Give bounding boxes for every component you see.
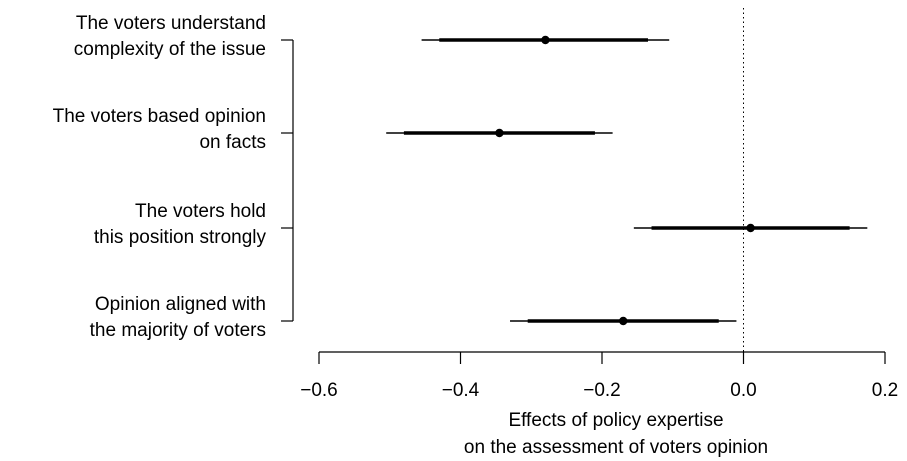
point-estimate-0 [541,35,550,45]
point-estimate-1 [495,128,504,138]
x-tick-label-3: 0.0 [730,380,756,401]
estimates [386,35,868,326]
x-title-line-0: Effects of policy expertise [508,410,723,431]
x-tick-label-1: −0.4 [442,380,480,401]
x-tick-label-4: 0.2 [872,380,898,401]
x-axis-title: Effects of policy expertise on the assess… [464,410,768,458]
y-axis [281,39,294,322]
row-label-1-line-0: The voters based opinion [53,106,266,127]
point-estimate-2 [746,223,755,233]
row-label-0-line-0: The voters understand [76,13,266,34]
row-label-3-line-1: the majority of voters [90,320,266,341]
x-title-line-1: on the assessment of voters opinion [464,437,768,458]
row-labels: The voters understand complexity of the i… [53,13,267,341]
row-label-3-line-0: Opinion aligned with [95,294,266,315]
x-tick-label-2: −0.2 [583,380,621,401]
point-estimate-3 [619,316,628,326]
row-label-0-line-1: complexity of the issue [74,39,266,60]
row-label-1-line-1: on facts [199,132,266,153]
row-label-2-line-0: The voters hold [135,201,266,222]
row-label-2-line-1: this position strongly [94,227,267,248]
x-axis: −0.6 −0.4 −0.2 0.0 0.2 [300,351,898,401]
x-tick-label-0: −0.6 [300,380,338,401]
